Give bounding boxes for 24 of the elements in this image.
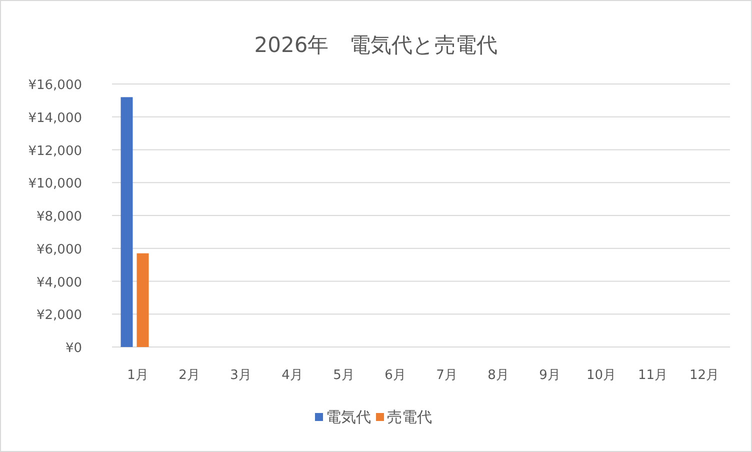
legend-label: 売電代	[387, 408, 432, 426]
chart-title: 2026年 電気代と売電代	[254, 33, 498, 57]
y-tick-label: ¥16,000	[28, 78, 82, 93]
x-tick-label: 4月	[282, 368, 303, 383]
x-tick-label: 9月	[539, 368, 560, 383]
y-tick-label: ¥14,000	[28, 110, 82, 126]
y-tick-label: ¥6,000	[36, 242, 82, 258]
x-tick-label: 1月	[127, 368, 148, 383]
x-tick-label: 5月	[333, 368, 354, 383]
x-tick-label: 8月	[488, 368, 509, 383]
x-tick-label: 7月	[436, 368, 458, 383]
y-tick-label: ¥4,000	[36, 275, 82, 290]
y-tick-label: ¥2,000	[36, 308, 82, 324]
x-tick-label: 3月	[230, 368, 252, 383]
x-tick-label: 6月	[384, 368, 406, 383]
x-tick-label: 10月	[586, 368, 616, 383]
y-tick-label: ¥8,000	[36, 210, 82, 224]
x-tick-label: 2月	[178, 368, 200, 383]
y-tick-label: ¥10,000	[28, 176, 82, 192]
x-tick-label: 11月	[638, 368, 668, 383]
y-tick-label: ¥0	[65, 341, 82, 356]
y-tick-label: ¥12,000	[28, 144, 82, 159]
x-tick-label: 12月	[689, 368, 720, 383]
legend-label: 電気代	[326, 408, 371, 426]
